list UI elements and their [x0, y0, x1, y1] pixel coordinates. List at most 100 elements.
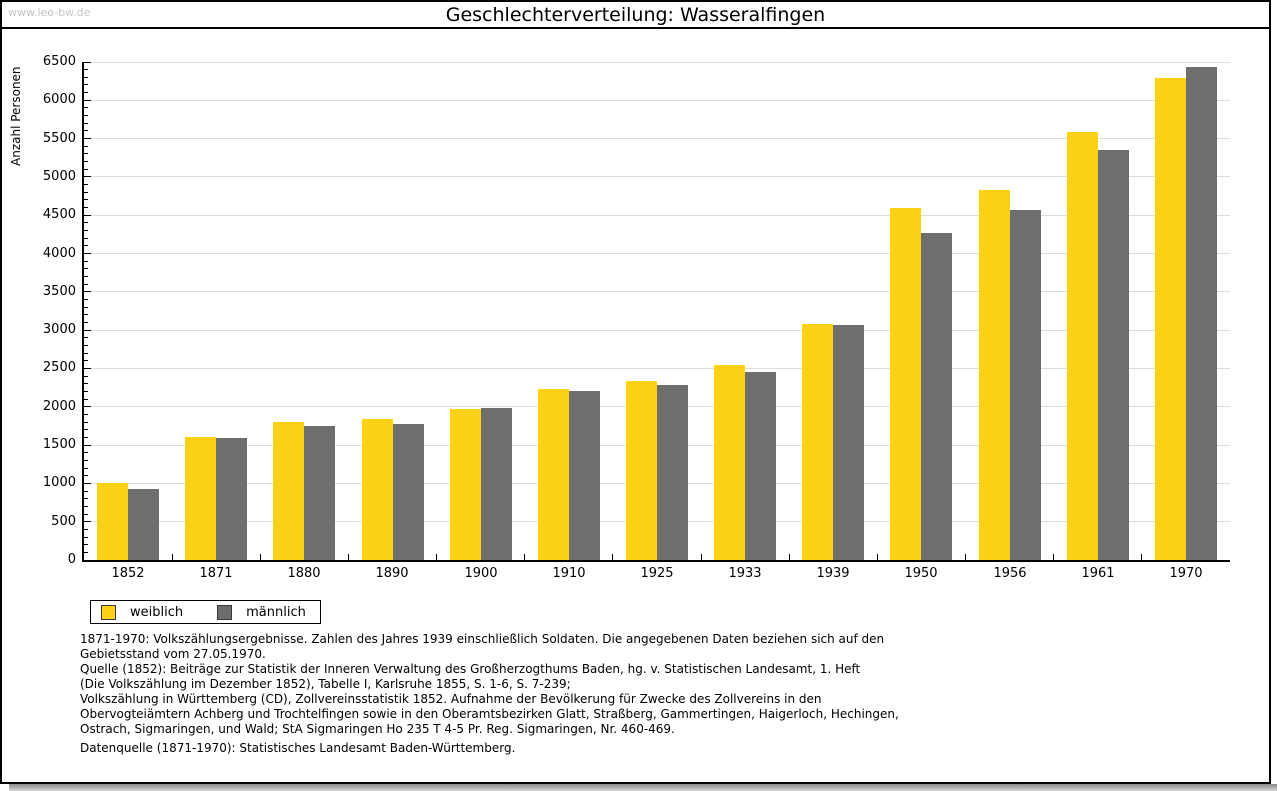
minor-tick: [84, 245, 88, 247]
minor-tick: [84, 490, 88, 492]
bar-weiblich-1910: [538, 389, 569, 560]
minor-tick: [84, 276, 88, 278]
minor-tick: [84, 92, 88, 94]
bar-maennlich-1939: [833, 325, 864, 560]
major-tick: [84, 291, 91, 293]
bar-weiblich-1925: [626, 381, 657, 560]
minor-tick: [84, 413, 88, 415]
y-tick-label: 2500: [42, 360, 76, 376]
minor-tick: [84, 199, 88, 201]
y-tick-label: 5500: [42, 130, 76, 146]
x-axis-label: 1871: [199, 566, 233, 581]
y-tick-label: 6000: [42, 92, 76, 108]
major-tick: [84, 214, 91, 216]
minor-tick: [84, 429, 88, 431]
major-tick: [84, 482, 91, 484]
x-tick: [700, 554, 702, 560]
minor-tick: [84, 222, 88, 224]
bar-weiblich-1900: [450, 409, 481, 560]
footnotes: 1871-1970: Volkszählungsergebnisse. Zahl…: [80, 632, 899, 737]
x-tick: [876, 554, 878, 560]
minor-tick: [84, 390, 88, 392]
legend-label: männlich: [246, 604, 306, 620]
bar-maennlich-1880: [304, 426, 335, 560]
footnote-line: Volkszählung in Württemberg (CD), Zollve…: [80, 692, 822, 706]
gridline: [84, 176, 1230, 178]
legend-item: weiblich: [101, 604, 184, 620]
major-tick: [84, 138, 91, 140]
gridline: [84, 329, 1230, 331]
bar-maennlich-1933: [745, 372, 776, 560]
minor-tick: [84, 153, 88, 155]
minor-tick: [84, 260, 88, 262]
bar-maennlich-1950: [921, 233, 952, 560]
minor-tick: [84, 475, 88, 477]
gridline: [84, 99, 1230, 101]
minor-tick: [84, 191, 88, 193]
x-axis-line: [82, 560, 1230, 562]
bar-weiblich-1970: [1155, 78, 1186, 560]
gridline: [84, 291, 1230, 293]
footnote-line: Ostrach, Sigmaringen, und Wald; StA Sigm…: [80, 722, 675, 736]
y-tick-label: 2000: [42, 398, 76, 414]
header-separator: [2, 27, 1269, 29]
major-tick: [84, 367, 91, 369]
minor-tick: [84, 421, 88, 423]
minor-tick: [84, 306, 88, 308]
x-axis-label: 1956: [993, 566, 1027, 581]
minor-tick: [84, 168, 88, 170]
y-tick-label: 3500: [42, 283, 76, 299]
minor-tick: [84, 268, 88, 270]
x-axis-label: 1950: [904, 566, 938, 581]
minor-tick: [84, 528, 88, 530]
minor-tick: [84, 237, 88, 239]
bar-weiblich-1890: [362, 419, 393, 560]
x-tick: [788, 554, 790, 560]
y-tick-label: 1500: [42, 437, 76, 453]
x-tick: [171, 554, 173, 560]
x-axis-label: 1933: [728, 566, 762, 581]
minor-tick: [84, 498, 88, 500]
minor-tick: [84, 314, 88, 316]
major-tick: [84, 176, 91, 178]
minor-tick: [84, 145, 88, 147]
minor-tick: [84, 344, 88, 346]
minor-tick: [84, 161, 88, 163]
footnote-line: (Die Volkszählung im Dezember 1852), Tab…: [80, 677, 571, 691]
minor-tick: [84, 459, 88, 461]
minor-tick: [84, 505, 88, 507]
minor-tick: [84, 551, 88, 553]
major-tick: [84, 253, 91, 255]
y-tick-label: 4000: [42, 245, 76, 261]
bar-weiblich-1956: [979, 190, 1010, 560]
major-tick: [84, 329, 91, 331]
bar-weiblich-1871: [185, 437, 216, 560]
minor-tick: [84, 513, 88, 515]
bar-weiblich-1933: [714, 365, 745, 560]
legend-label: weiblich: [130, 604, 184, 620]
minor-tick: [84, 360, 88, 362]
minor-tick: [84, 337, 88, 339]
x-tick: [965, 554, 967, 560]
bar-maennlich-1900: [481, 408, 512, 560]
legend-item: männlich: [217, 604, 306, 620]
gridline: [84, 214, 1230, 216]
major-tick: [84, 444, 91, 446]
minor-tick: [84, 76, 88, 78]
major-tick: [84, 61, 91, 63]
major-tick: [84, 406, 91, 408]
datenquelle-line: Datenquelle (1871-1970): Statistisches L…: [80, 741, 516, 755]
minor-tick: [84, 536, 88, 538]
x-tick: [259, 554, 261, 560]
legend: weiblich männlich: [90, 600, 321, 624]
bar-maennlich-1961: [1098, 150, 1129, 560]
minor-tick: [84, 544, 88, 546]
bar-weiblich-1961: [1067, 132, 1098, 560]
bar-maennlich-1871: [216, 438, 247, 560]
minor-tick: [84, 299, 88, 300]
bar-weiblich-1950: [890, 208, 921, 560]
legend-swatch-weiblich: [101, 604, 116, 620]
minor-tick: [84, 69, 88, 71]
x-axis-label: 1900: [464, 566, 498, 581]
bar-weiblich-1880: [273, 422, 304, 560]
